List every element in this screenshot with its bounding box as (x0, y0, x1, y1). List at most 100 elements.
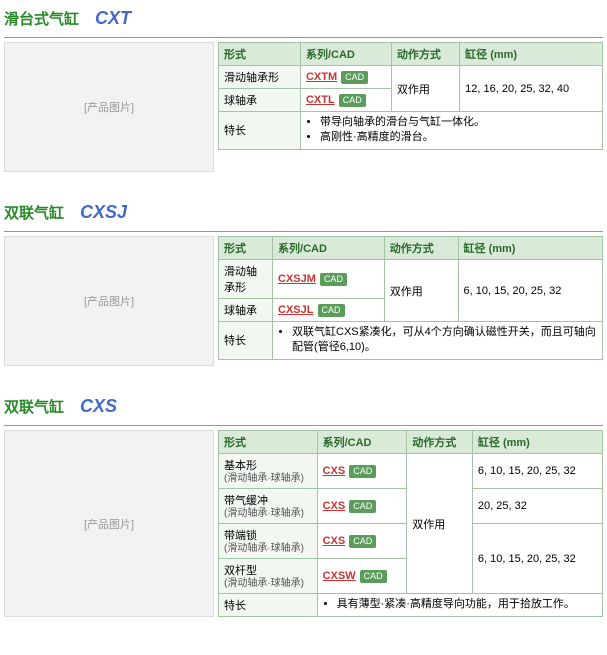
title-cn: 双联气缸 (4, 396, 64, 417)
form-cell: 带端锁(滑动轴承·球轴承) (219, 524, 318, 559)
action-cell: 双作用 (384, 260, 458, 322)
feature-list: 具有薄型·紧凑·高精度导向功能，用于拾放工作。 (323, 597, 597, 612)
series-link[interactable]: CXSJL (278, 304, 313, 316)
spec-table: 形式系列/CAD动作方式缸径 (mm)滑动轴承形CXSJMCAD双作用6, 10… (218, 236, 603, 360)
series-link[interactable]: CXS (323, 535, 346, 547)
col-header: 系列/CAD (273, 237, 385, 260)
product-section: 双联气缸CXS[产品图片]形式系列/CAD动作方式缸径 (mm)基本形(滑动轴承… (4, 396, 603, 617)
form-sub: (滑动轴承·球轴承) (224, 473, 312, 485)
feature-item: 具有薄型·紧凑·高精度导向功能，用于拾放工作。 (337, 597, 597, 612)
cad-button[interactable]: CAD (341, 71, 368, 84)
cad-button[interactable]: CAD (349, 535, 376, 548)
form-sub: (滑动轴承·球轴承) (224, 508, 312, 520)
col-header: 动作方式 (391, 43, 459, 66)
form-cell: 带气缓冲(滑动轴承·球轴承) (219, 489, 318, 524)
form-sub: (滑动轴承·球轴承) (224, 543, 312, 555)
series-link[interactable]: CXSJM (278, 273, 316, 285)
series-link[interactable]: CXS (323, 500, 346, 512)
cad-button[interactable]: CAD (339, 94, 366, 107)
bore-cell: 6, 10, 15, 20, 25, 32 (458, 260, 602, 322)
spec-table: 形式系列/CAD动作方式缸径 (mm)滑动轴承形CXTMCAD双作用12, 16… (218, 42, 603, 150)
series-link[interactable]: CXSW (323, 570, 356, 582)
cad-button[interactable]: CAD (320, 273, 347, 286)
feature-item: 带导向轴承的滑台与气缸一体化。 (320, 115, 597, 130)
title-row: 滑台式气缸 CXT (4, 8, 603, 29)
feature-row: 特长 具有薄型·紧凑·高精度导向功能，用于拾放工作。 (219, 594, 603, 617)
product-section: 滑台式气缸CXT[产品图片]形式系列/CAD动作方式缸径 (mm)滑动轴承形CX… (4, 8, 603, 172)
series-cell: CXSJL CAD (273, 299, 385, 322)
series-link[interactable]: CXTL (306, 94, 335, 106)
col-header: 形式 (219, 43, 301, 66)
feature-row: 特长 带导向轴承的滑台与气缸一体化。高刚性·高精度的滑台。 (219, 112, 603, 150)
feature-list: 双联气缸CXS紧凑化，可从4个方向确认磁性开关，而且可轴向配管(管径6,10)。 (278, 325, 597, 356)
image-placeholder: [产品图片] (84, 293, 134, 309)
series-cell: CXTM CAD (300, 66, 391, 89)
feature-row: 特长双联气缸CXS紧凑化，可从4个方向确认磁性开关，而且可轴向配管(管径6,10… (219, 322, 603, 360)
series-cell: CXSCAD (317, 454, 407, 489)
spec-table-wrapper: 形式系列/CAD动作方式缸径 (mm)滑动轴承形CXSJMCAD双作用6, 10… (218, 236, 603, 366)
form-cell: 球轴承 (219, 89, 301, 112)
feature-label-cell: 特长 (219, 112, 301, 150)
form-cell: 球轴承 (219, 299, 273, 322)
series-link[interactable]: CXS (323, 465, 346, 477)
series-cell: CXSW CAD (317, 559, 407, 594)
cad-button[interactable]: CAD (318, 304, 345, 317)
product-image: [产品图片] (4, 236, 214, 366)
content-row: [产品图片]形式系列/CAD动作方式缸径 (mm)滑动轴承形CXSJMCAD双作… (4, 236, 603, 366)
feature-item: 双联气缸CXS紧凑化，可从4个方向确认磁性开关，而且可轴向配管(管径6,10)。 (292, 325, 597, 356)
action-cell: 双作用 (407, 454, 473, 594)
series-cell: CXTL CAD (300, 89, 391, 112)
title-row: 双联气缸 CXSJ (4, 202, 603, 223)
bore-cell: 20, 25, 32 (472, 489, 602, 524)
series-link[interactable]: CXTM (306, 71, 337, 83)
divider (4, 37, 603, 38)
feature-content-cell: 双联气缸CXS紧凑化，可从4个方向确认磁性开关，而且可轴向配管(管径6,10)。 (273, 322, 603, 360)
content-row: [产品图片]形式系列/CAD动作方式缸径 (mm)基本形(滑动轴承·球轴承)CX… (4, 430, 603, 617)
cad-button[interactable]: CAD (349, 500, 376, 513)
spec-table-wrapper: 形式系列/CAD动作方式缸径 (mm)基本形(滑动轴承·球轴承)CXSCAD双作… (218, 430, 603, 617)
table-row: 基本形(滑动轴承·球轴承)CXSCAD双作用6, 10, 15, 20, 25,… (219, 454, 603, 489)
divider (4, 425, 603, 426)
title-code: CXT (95, 8, 131, 29)
col-header: 缸径 (mm) (460, 43, 603, 66)
action-cell: 双作用 (391, 66, 459, 112)
divider (4, 231, 603, 232)
bore-cell: 12, 16, 20, 25, 32, 40 (460, 66, 603, 112)
form-sub: (滑动轴承·球轴承) (224, 578, 312, 590)
product-section: 双联气缸CXSJ[产品图片]形式系列/CAD动作方式缸径 (mm)滑动轴承形CX… (4, 202, 603, 366)
product-image: [产品图片] (4, 42, 214, 172)
col-header: 系列/CAD (317, 431, 407, 454)
feature-content-cell: 具有薄型·紧凑·高精度导向功能，用于拾放工作。 (317, 594, 602, 617)
form-cell: 基本形(滑动轴承·球轴承) (219, 454, 318, 489)
cad-button[interactable]: CAD (349, 465, 376, 478)
spec-table: 形式系列/CAD动作方式缸径 (mm)基本形(滑动轴承·球轴承)CXSCAD双作… (218, 430, 603, 617)
title-cn: 滑台式气缸 (4, 8, 79, 29)
cad-button[interactable]: CAD (360, 570, 387, 583)
table-row: 滑动轴承形CXTMCAD双作用12, 16, 20, 25, 32, 40 (219, 66, 603, 89)
col-header: 系列/CAD (300, 43, 391, 66)
title-cn: 双联气缸 (4, 202, 64, 223)
form-cell: 双杆型(滑动轴承·球轴承) (219, 559, 318, 594)
image-placeholder: [产品图片] (84, 99, 134, 115)
col-header: 缸径 (mm) (458, 237, 602, 260)
series-cell: CXSCAD (317, 524, 407, 559)
title-row: 双联气缸 CXS (4, 396, 603, 417)
series-cell: CXSCAD (317, 489, 407, 524)
content-row: [产品图片]形式系列/CAD动作方式缸径 (mm)滑动轴承形CXTMCAD双作用… (4, 42, 603, 172)
table-row: 滑动轴承形CXSJMCAD双作用6, 10, 15, 20, 25, 32 (219, 260, 603, 299)
title-code: CXS (80, 396, 117, 417)
feature-label-cell: 特长 (219, 594, 318, 617)
form-cell: 滑动轴承形 (219, 66, 301, 89)
feature-item: 高刚性·高精度的滑台。 (320, 130, 597, 145)
col-header: 形式 (219, 431, 318, 454)
form-cell: 滑动轴承形 (219, 260, 273, 299)
title-code: CXSJ (80, 202, 127, 223)
series-cell: CXSJM CAD (273, 260, 385, 299)
image-placeholder: [产品图片] (84, 516, 134, 532)
spec-table-wrapper: 形式系列/CAD动作方式缸径 (mm)滑动轴承形CXTMCAD双作用12, 16… (218, 42, 603, 172)
bore-cell: 6, 10, 15, 20, 25, 32 (472, 524, 602, 594)
col-header: 动作方式 (407, 431, 473, 454)
product-image: [产品图片] (4, 430, 214, 617)
col-header: 动作方式 (384, 237, 458, 260)
bore-cell: 6, 10, 15, 20, 25, 32 (472, 454, 602, 489)
